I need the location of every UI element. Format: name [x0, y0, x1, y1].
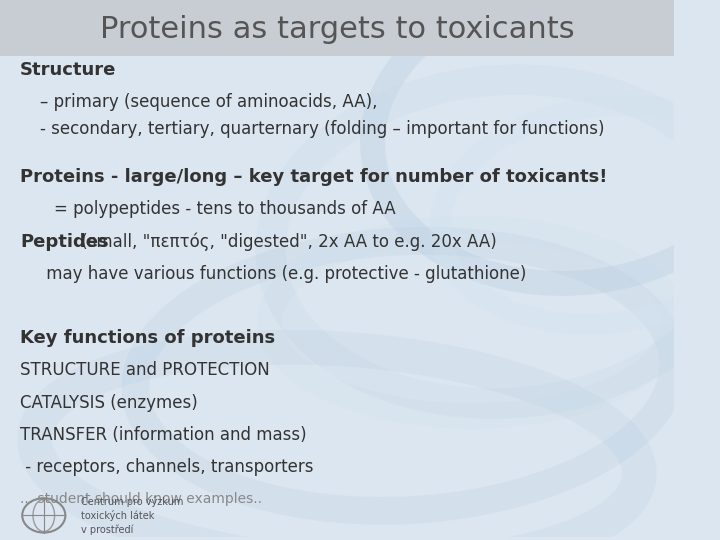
- Text: CATALYSIS (enzymes): CATALYSIS (enzymes): [20, 394, 198, 411]
- Text: Proteins - large/long – key target for number of toxicants!: Proteins - large/long – key target for n…: [20, 168, 608, 186]
- Text: Proteins as targets to toxicants: Proteins as targets to toxicants: [99, 15, 575, 44]
- Text: ... student should know examples..: ... student should know examples..: [20, 492, 262, 507]
- Text: = polypeptides - tens to thousands of AA: = polypeptides - tens to thousands of AA: [54, 200, 395, 218]
- Text: Structure: Structure: [20, 61, 117, 79]
- Text: Peptides: Peptides: [20, 233, 109, 251]
- Text: – primary (sequence of aminoacids, AA),: – primary (sequence of aminoacids, AA),: [40, 93, 378, 111]
- Text: - secondary, tertiary, quarternary (folding – important for functions): - secondary, tertiary, quarternary (fold…: [40, 120, 605, 138]
- Text: TRANSFER (information and mass): TRANSFER (information and mass): [20, 426, 307, 444]
- Text: Centrum pro výzkum
toxických látek
v prostředí: Centrum pro výzkum toxických látek v pro…: [81, 496, 184, 535]
- Text: - receptors, channels, transporters: - receptors, channels, transporters: [20, 458, 314, 476]
- Text: Key functions of proteins: Key functions of proteins: [20, 329, 275, 347]
- FancyBboxPatch shape: [0, 0, 674, 56]
- Text: (small, "πεπτός, "digested", 2x AA to e.g. 20x AA): (small, "πεπτός, "digested", 2x AA to e.…: [76, 232, 497, 251]
- Text: STRUCTURE and PROTECTION: STRUCTURE and PROTECTION: [20, 361, 270, 380]
- Text: may have various functions (e.g. protective - glutathione): may have various functions (e.g. protect…: [20, 265, 526, 283]
